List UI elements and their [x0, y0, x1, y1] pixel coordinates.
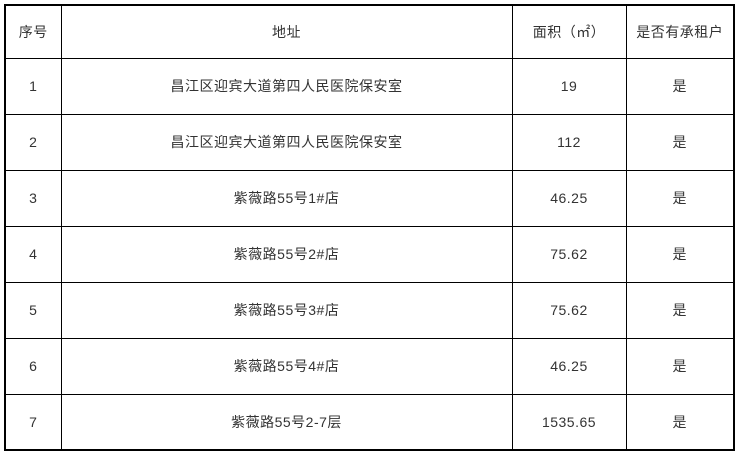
serial-number-cell: 5	[4, 281, 62, 339]
table-row: 3 紫薇路55号1#店 46.25 是	[4, 169, 735, 227]
area-cell: 46.25	[511, 337, 627, 395]
table-row: 6 紫薇路55号4#店 46.25 是	[4, 337, 735, 395]
table-row: 4 紫薇路55号2#店 75.62 是	[4, 225, 735, 283]
address-cell: 昌江区迎宾大道第四人民医院保安室	[60, 113, 513, 171]
serial-number-cell: 4	[4, 225, 62, 283]
address-cell: 紫薇路55号4#店	[60, 337, 513, 395]
tenant-cell: 是	[625, 393, 735, 451]
serial-number-cell: 2	[4, 113, 62, 171]
area-cell: 75.62	[511, 225, 627, 283]
table-row: 2 昌江区迎宾大道第四人民医院保安室 112 是	[4, 113, 735, 171]
tenant-cell: 是	[625, 281, 735, 339]
tenant-cell: 是	[625, 57, 735, 115]
header-serial-number: 序号	[4, 4, 62, 59]
area-cell: 75.62	[511, 281, 627, 339]
property-area-table: 序号 地址 面积（㎡） 是否有承租户 1 昌江区迎宾大道第四人民医院保安室 19 是 2…	[4, 4, 735, 451]
serial-number-cell: 3	[4, 169, 62, 227]
table-row: 1 昌江区迎宾大道第四人民医院保安室 19 是	[4, 57, 735, 115]
serial-number-cell: 7	[4, 393, 62, 451]
table-row: 5 紫薇路55号3#店 75.62 是	[4, 281, 735, 339]
table-header-row: 序号 地址 面积（㎡） 是否有承租户	[4, 4, 735, 59]
area-cell: 1535.65	[511, 393, 627, 451]
address-cell: 紫薇路55号1#店	[60, 169, 513, 227]
tenant-cell: 是	[625, 169, 735, 227]
serial-number-cell: 1	[4, 57, 62, 115]
tenant-cell: 是	[625, 225, 735, 283]
address-cell: 紫薇路55号2-7层	[60, 393, 513, 451]
header-address: 地址	[60, 4, 513, 59]
area-cell: 46.25	[511, 169, 627, 227]
area-cell: 19	[511, 57, 627, 115]
tenant-cell: 是	[625, 337, 735, 395]
tenant-cell: 是	[625, 113, 735, 171]
table-row: 7 紫薇路55号2-7层 1535.65 是	[4, 393, 735, 451]
address-cell: 紫薇路55号2#店	[60, 225, 513, 283]
header-area-sqm: 面积（㎡）	[511, 4, 627, 59]
header-has-tenant: 是否有承租户	[625, 4, 735, 59]
area-cell: 112	[511, 113, 627, 171]
serial-number-cell: 6	[4, 337, 62, 395]
address-cell: 昌江区迎宾大道第四人民医院保安室	[60, 57, 513, 115]
address-cell: 紫薇路55号3#店	[60, 281, 513, 339]
